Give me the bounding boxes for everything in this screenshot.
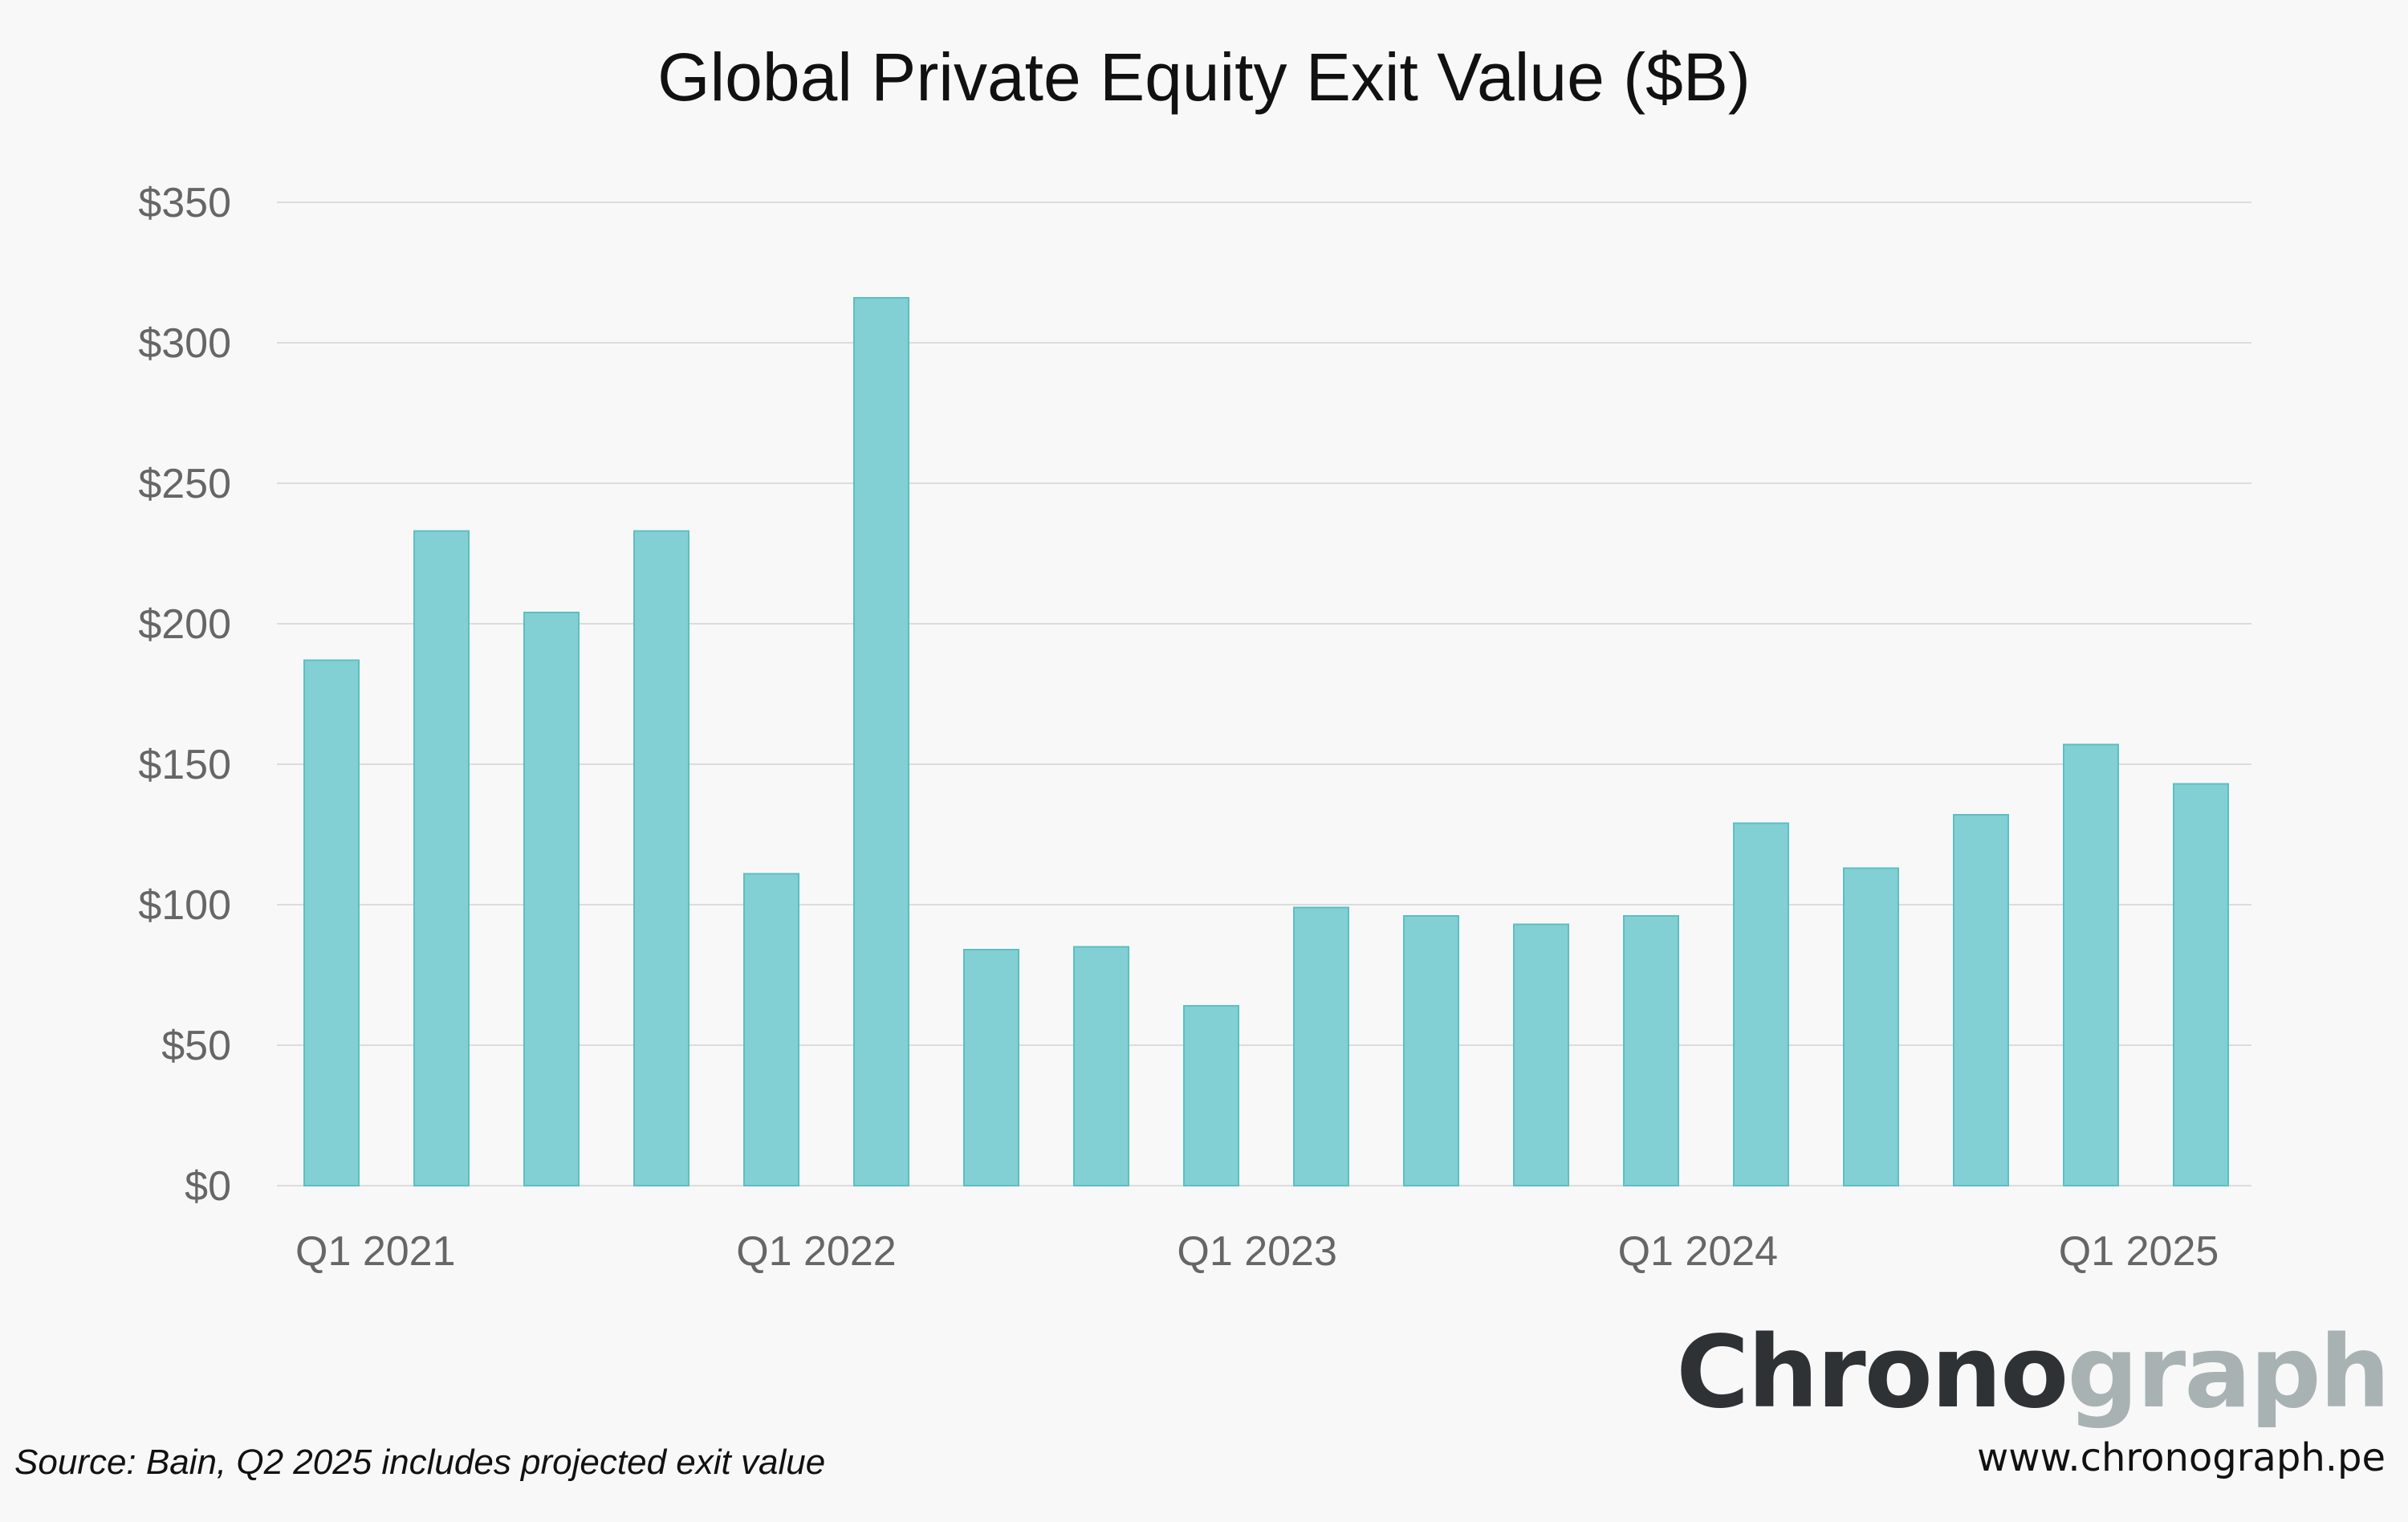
bar-q1-2021 [303,659,360,1186]
bar-q2-2024 [1733,822,1789,1186]
source-note: Source: Bain, Q2 2025 includes projected… [14,1443,826,1482]
bar-q1-2024 [1623,915,1679,1186]
y-tick-label: $150 [138,742,231,788]
bar-q4-2023 [1513,923,1569,1186]
y-tick-label: $300 [138,320,231,367]
chart-title: Global Private Equity Exit Value ($B) [657,39,1751,115]
x-axis-ticks: Q1 2021 Q1 2022 Q1 2023 Q1 2024 Q1 2025 [295,1228,2219,1275]
y-tick-label: $200 [138,601,231,648]
x-tick-label: Q1 2024 [1618,1228,1779,1275]
bars [303,297,2229,1186]
brand-logo: Chronograph [1676,1323,2390,1422]
y-axis-ticks: $0 $50 $100 $150 $200 $250 $300 $350 [138,180,231,1210]
x-tick-label: Q1 2022 [736,1228,896,1275]
bar-q3-2024 [1843,867,1899,1186]
y-tick-label: $100 [138,882,231,929]
x-tick-label: Q1 2025 [2059,1228,2219,1275]
y-tick-label: $250 [138,461,231,507]
bar-q1-2022 [743,873,799,1186]
bar-q2-2021 [413,530,470,1186]
y-tick-label: $350 [138,180,231,226]
bar-q4-2024 [1953,814,2009,1186]
bar-q1-2023 [1183,1005,1239,1186]
bar-q4-2022 [1073,946,1129,1186]
bar-q2-2022 [853,297,909,1186]
bar-q3-2021 [523,612,580,1186]
bar-q1-2025 [2063,743,2119,1186]
bar-q4-2021 [633,530,689,1186]
brand-logo-part1: Chrono [1676,1315,2068,1430]
y-tick-label: $50 [161,1023,231,1069]
brand-logo-part2: graph [2067,1315,2390,1430]
bar-q3-2022 [963,949,1019,1186]
bar-q3-2023 [1403,915,1459,1186]
x-tick-label: Q1 2023 [1177,1228,1337,1275]
grid-lines [277,201,2251,1186]
x-tick-label: Q1 2021 [295,1228,456,1275]
bar-q2-2025 [2173,783,2229,1186]
brand-website: www.chronograph.pe [1976,1435,2386,1480]
bar-q2-2023 [1293,906,1349,1186]
y-tick-label: $0 [185,1163,231,1210]
